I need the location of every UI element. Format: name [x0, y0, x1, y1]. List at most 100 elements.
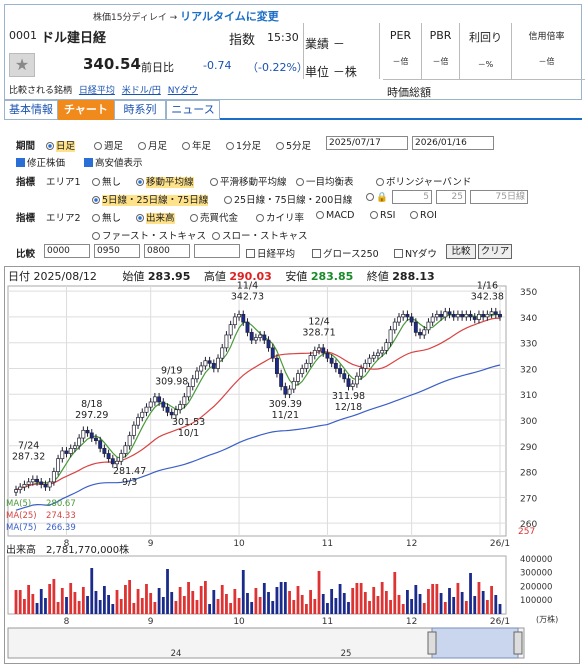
tab-news[interactable]: ニュース	[166, 100, 220, 120]
date-from-input[interactable]: 2025/07/17	[326, 136, 408, 150]
radio[interactable]	[182, 142, 190, 150]
checkbox[interactable]	[16, 158, 25, 167]
highlow-option[interactable]: 高安値表示	[84, 155, 143, 169]
radio[interactable]	[256, 214, 264, 222]
annotation-label: 281.47	[113, 466, 146, 477]
radio[interactable]	[212, 232, 220, 240]
area2-roi[interactable]: ROI	[410, 210, 437, 221]
ma-5-25-75[interactable]: 5日線・25日線・75日線	[92, 192, 209, 206]
ma-custom-3[interactable]: 75日線	[470, 190, 528, 204]
compare-button[interactable]: 比較	[446, 244, 476, 259]
realtime-link[interactable]: リアルタイムに変更	[180, 10, 279, 23]
tab-chart[interactable]: チャート	[58, 100, 114, 120]
area1-ichimoku[interactable]: 一目均衡表	[296, 174, 354, 188]
area2-turnover[interactable]: 売買代金	[190, 210, 238, 224]
radio[interactable]	[224, 196, 232, 204]
area2-rsi[interactable]: RSI	[370, 210, 395, 221]
candle-down	[447, 311, 452, 315]
radio[interactable]	[370, 211, 378, 219]
tab-timeseries[interactable]: 時系列	[114, 100, 166, 120]
checkbox[interactable]	[312, 249, 321, 258]
compare-input-1[interactable]: 0000	[44, 244, 90, 258]
radio[interactable]	[92, 178, 100, 186]
navigator-handle-left	[427, 631, 437, 655]
radio[interactable]	[376, 178, 384, 186]
area2-none[interactable]: 無し	[92, 210, 121, 224]
compare-check-growth[interactable]: グロース250	[312, 246, 379, 260]
compare-row: 比較される銘柄 日経平均 米ドル/円 NYダウ	[9, 83, 198, 96]
option-label: 売買代金	[200, 213, 239, 224]
compare-link-usdjpy[interactable]: 米ドル/円	[121, 86, 161, 96]
y-tick-label: 310	[520, 391, 537, 401]
tab-basic-info[interactable]: 基本情報	[4, 100, 58, 120]
radio[interactable]	[276, 142, 284, 150]
compare-link-nydow[interactable]: NYダウ	[167, 86, 198, 96]
date-to-input[interactable]: 2026/01/16	[412, 136, 494, 150]
ma-custom[interactable]: 🔒	[366, 192, 388, 203]
volume-bar	[81, 587, 85, 614]
volume-bar	[246, 593, 249, 614]
compare-check-nydow[interactable]: NYダウ	[394, 246, 437, 260]
navigator-label: 24	[171, 649, 182, 659]
radio[interactable]	[366, 193, 374, 201]
radio[interactable]	[210, 178, 218, 186]
annotation-value: 9/3	[122, 477, 137, 488]
compare-input-2[interactable]: 0950	[94, 244, 140, 258]
volume-bar	[44, 598, 47, 614]
compare-input-3[interactable]: 0800	[144, 244, 190, 258]
candle-up	[304, 362, 309, 369]
compare-input-4[interactable]	[194, 244, 240, 258]
ma-25-75-200[interactable]: 25日線・75日線・200日線	[224, 192, 352, 206]
radio[interactable]	[316, 211, 324, 219]
radio[interactable]	[92, 214, 100, 222]
period-1min[interactable]: 1分足	[226, 138, 261, 152]
radio[interactable]	[226, 142, 234, 150]
period-daily[interactable]: 日足	[46, 138, 76, 152]
radio[interactable]	[94, 142, 102, 150]
checkbox[interactable]	[394, 249, 403, 258]
area1-none[interactable]: 無し	[92, 174, 121, 188]
quote-time: 15:30	[267, 31, 299, 44]
candle-down	[161, 401, 166, 408]
radio[interactable]	[296, 178, 304, 186]
area2-macd[interactable]: MACD	[316, 210, 354, 221]
area1-smooth-ma[interactable]: 平滑移動平均線	[210, 174, 287, 188]
period-5min[interactable]: 5分足	[276, 138, 311, 152]
radio[interactable]	[190, 214, 198, 222]
unit-value: 単位 －株	[305, 65, 357, 79]
adjusted-price-option[interactable]: 修正株価	[16, 155, 65, 169]
radio[interactable]	[46, 142, 54, 150]
area1-bollinger[interactable]: ボリンジャーバンド	[376, 174, 471, 188]
radio[interactable]	[138, 142, 146, 150]
radio[interactable]	[136, 214, 144, 222]
candle-up	[26, 481, 31, 485]
compare-check-nikkei[interactable]: 日経平均	[246, 246, 295, 260]
ma-custom-2[interactable]: 25	[436, 190, 466, 204]
area2-fast-stoch[interactable]: ファースト・ストキャス	[92, 228, 206, 242]
area2-volume[interactable]: 出来高	[136, 210, 175, 224]
period-weekly[interactable]: 週足	[94, 138, 123, 152]
candle-up	[434, 314, 439, 318]
volume-bar	[427, 589, 430, 614]
area2-deviation[interactable]: カイリ率	[256, 210, 304, 224]
prev-day-label: 前日比	[141, 61, 174, 74]
area2-slow-stoch[interactable]: スロー・ストキャス	[212, 228, 308, 242]
radio[interactable]	[136, 178, 144, 186]
checkbox[interactable]	[246, 249, 255, 258]
period-monthly[interactable]: 月足	[138, 138, 167, 152]
radio[interactable]	[92, 232, 100, 240]
compare-link-nikkei[interactable]: 日経平均	[78, 86, 115, 96]
candle-down	[266, 339, 271, 349]
area1-ma[interactable]: 移動平均線	[136, 174, 194, 188]
radio[interactable]	[92, 196, 100, 204]
volume-bar	[414, 585, 418, 614]
favorite-star-icon[interactable]: ★	[9, 53, 35, 77]
radio[interactable]	[410, 211, 418, 219]
candle-up	[354, 375, 359, 385]
checkbox[interactable]	[84, 158, 93, 167]
period-yearly[interactable]: 年足	[182, 138, 211, 152]
clear-button[interactable]: クリア	[478, 244, 512, 259]
option-label: グロース250	[323, 249, 379, 260]
ma-custom-1[interactable]: 5	[392, 190, 432, 204]
